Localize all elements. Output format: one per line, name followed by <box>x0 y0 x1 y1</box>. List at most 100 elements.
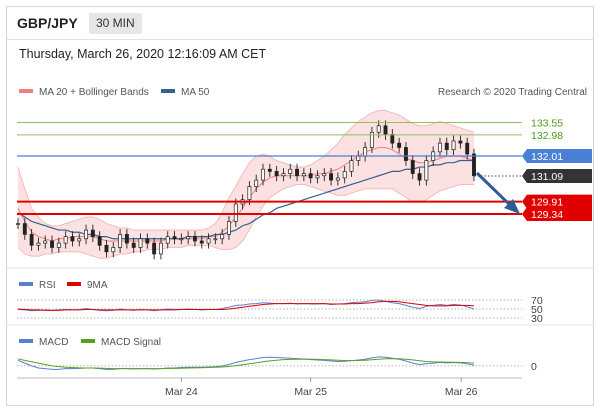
support-tag <box>522 207 592 221</box>
candle-body <box>267 168 272 172</box>
candle-body <box>165 236 170 244</box>
candle-body <box>254 179 259 187</box>
candle-body <box>315 175 320 179</box>
ma50-legend-label: MA 50 <box>181 87 210 98</box>
candle-body <box>104 244 109 253</box>
x-tick-label: Mar 25 <box>294 386 327 398</box>
candle-body <box>36 242 41 246</box>
candle-body <box>97 236 102 246</box>
rsi-ma-legend-label: 9MA <box>87 280 108 291</box>
candle-body <box>152 242 157 255</box>
candle-body <box>233 203 238 222</box>
current-price-tag <box>522 168 592 183</box>
bollinger-legend-swatch <box>19 89 33 93</box>
candle-body <box>118 234 123 248</box>
macd-plot-area: 0 <box>17 356 537 373</box>
candle-body <box>172 236 177 240</box>
candle-body <box>281 173 286 177</box>
current-price-label: 131.09 <box>531 171 563 183</box>
support-label: 129.34 <box>531 209 563 221</box>
candle-body <box>90 229 95 237</box>
candle-body <box>424 160 429 181</box>
resistance-label: 132.98 <box>531 130 563 142</box>
candle-body <box>84 229 89 240</box>
macd-legend-label: MACD <box>39 337 68 348</box>
pivot-tag <box>522 148 592 163</box>
x-axis: Mar 24 Mar 25 Mar 26 <box>165 378 478 398</box>
candle-body <box>342 171 347 179</box>
candle-body <box>145 238 150 244</box>
candle-body <box>29 234 34 246</box>
macd-signal-line <box>17 358 475 370</box>
forecast-arrow <box>475 171 520 214</box>
candle-body <box>138 238 143 248</box>
macd-signal-legend-label: MACD Signal <box>101 337 161 348</box>
candle-body <box>206 238 211 244</box>
candle-body <box>50 240 54 248</box>
support-label: 129.91 <box>531 197 563 209</box>
bollinger-upper-line <box>17 110 475 231</box>
candle-body <box>465 142 470 155</box>
currency-pair-title: GBP/JPY <box>17 15 78 31</box>
candle-body <box>472 153 476 177</box>
candle-body <box>356 155 361 161</box>
candle-body <box>417 173 422 181</box>
candle-body <box>363 147 368 157</box>
resistance-label: 133.55 <box>531 118 563 130</box>
rsi-ma-line <box>17 300 475 311</box>
candle-body <box>301 173 306 177</box>
pivot-label: 132.01 <box>531 151 563 163</box>
rsi-ma-legend-swatch <box>67 282 81 286</box>
rsi-legend: RSI 9MA <box>19 280 108 291</box>
candle-body <box>274 171 279 177</box>
main-plot-area <box>16 110 476 260</box>
research-credit: Research © 2020 Trading Central <box>438 87 587 98</box>
candle-body <box>186 236 191 240</box>
candle-body <box>295 168 299 177</box>
macd-legend: MACD MACD Signal <box>19 337 161 348</box>
candle-body <box>131 242 136 248</box>
candle-body <box>193 236 197 242</box>
candle-body <box>199 240 204 244</box>
candle-body <box>444 142 449 151</box>
candle-body <box>308 173 313 179</box>
support-tag <box>522 194 592 209</box>
rsi-tick-label: 50 <box>531 304 543 316</box>
candle-body <box>22 223 27 235</box>
candle-body <box>322 173 327 177</box>
widget-header: GBP/JPY 30 MIN <box>7 7 593 40</box>
candle-body <box>458 140 463 144</box>
candle-body <box>349 160 354 172</box>
candle-body <box>383 125 388 135</box>
candle-body <box>376 125 381 133</box>
candle-body <box>43 240 48 244</box>
candle-body <box>451 140 456 151</box>
rsi-legend-swatch <box>19 282 33 286</box>
timeframe-badge[interactable]: 30 MIN <box>89 13 142 34</box>
candle-body <box>179 238 184 241</box>
candle-body <box>369 131 374 148</box>
candle-body <box>390 134 395 144</box>
candle-body <box>77 238 82 242</box>
bollinger-legend-label: MA 20 + Bollinger Bands <box>39 87 149 98</box>
bollinger-lower-line <box>17 184 474 259</box>
candle-body <box>403 147 408 161</box>
ma50-legend-swatch <box>161 89 175 93</box>
candle-body <box>438 142 442 153</box>
x-tick-label: Mar 26 <box>445 386 478 398</box>
ma20-line <box>17 146 475 242</box>
candle-body <box>227 221 231 235</box>
candle-body <box>397 142 402 148</box>
candle-body <box>288 168 293 174</box>
macd-legend-swatch <box>19 339 33 343</box>
chart-widget: GBP/JPY 30 MIN Thursday, March 26, 2020 … <box>6 6 594 406</box>
candle-body <box>220 234 225 240</box>
candle-body <box>70 236 75 242</box>
candle-body <box>111 247 116 253</box>
macd-tick-label: 0 <box>531 361 537 373</box>
main-legend: MA 20 + Bollinger Bands MA 50 Research ©… <box>19 87 587 98</box>
candle-body <box>158 242 163 255</box>
